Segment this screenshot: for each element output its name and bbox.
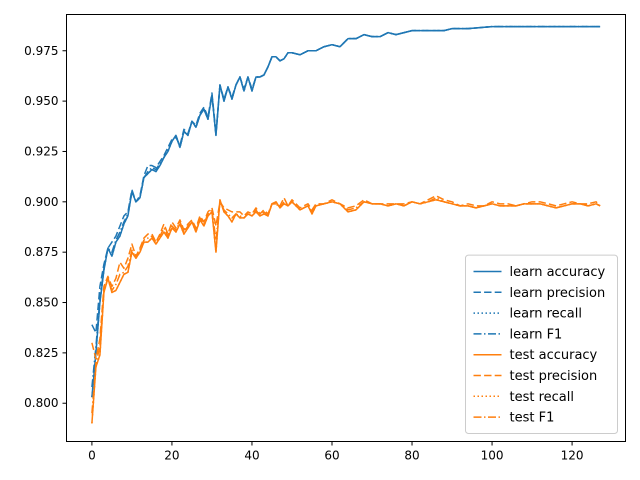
legend: learn accuracy learn precision learn recal… [465, 254, 618, 434]
legend-label-learn-precision: learn precision [510, 286, 606, 301]
x-tick-label: 80 [404, 449, 419, 463]
legend-label-test-precision: test precision [510, 369, 598, 384]
y-tick-label: 0.825 [24, 346, 58, 360]
legend-label-test-recall: test recall [510, 390, 575, 405]
y-tick-label: 0.800 [24, 396, 58, 410]
series-line-test-f1 [91, 197, 601, 414]
y-tick-label: 0.950 [24, 94, 58, 108]
x-tick-label: 20 [164, 449, 179, 463]
x-tick-label: 60 [324, 449, 339, 463]
legend-label-learn-f1: learn F1 [510, 327, 563, 342]
y-tick-label: 0.975 [24, 44, 58, 58]
x-tick-label: 100 [481, 449, 504, 463]
legend-label-learn-accuracy: learn accuracy [510, 265, 606, 280]
series-layer [91, 25, 601, 424]
y-tick-label: 0.925 [24, 144, 58, 158]
x-tick-label: 40 [244, 449, 259, 463]
x-tick-label: 0 [88, 449, 96, 463]
y-tick-label: 0.850 [24, 296, 58, 310]
plot-frame [66, 14, 626, 442]
x-axis: 0 20 40 60 80 100 120 [88, 441, 584, 463]
y-axis: 0.800 0.825 0.850 0.875 0.900 0.925 0.950 0.975 [24, 44, 67, 410]
legend-box [465, 254, 618, 434]
y-tick-label: 0.875 [24, 245, 58, 259]
legend-label-test-accuracy: test accuracy [510, 348, 598, 363]
legend-label-test-f1: test F1 [510, 411, 555, 426]
y-tick-label: 0.900 [24, 195, 58, 209]
legend-label-learn-recall: learn recall [510, 307, 582, 322]
series-line-learn-f1 [91, 25, 601, 388]
x-tick-label: 120 [561, 449, 584, 463]
